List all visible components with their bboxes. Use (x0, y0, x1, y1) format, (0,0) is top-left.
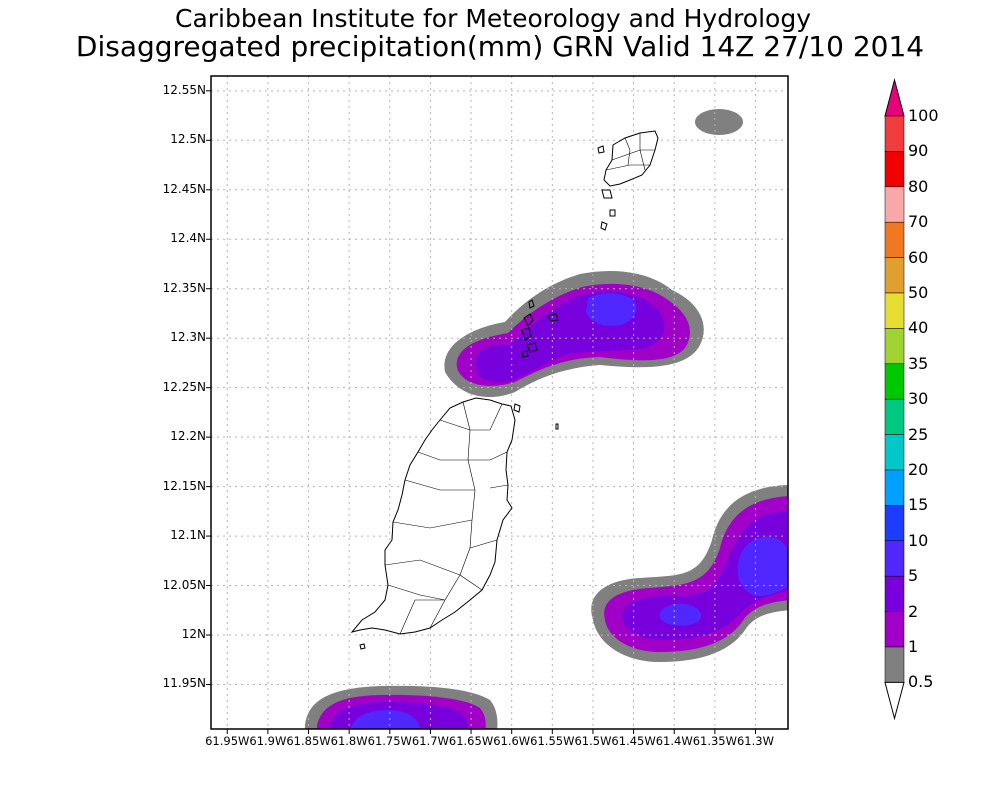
legend-color-swatch (884, 505, 905, 542)
lon-tick-label: 61.65W (448, 734, 494, 748)
precip-area-northeast (695, 109, 743, 135)
legend-level-label: 5 (908, 566, 919, 586)
map-subtitle: Disaggregated precipitation(mm) GRN Vali… (75, 30, 925, 63)
lat-tick-label: 12.15N (162, 478, 206, 493)
legend-color-swatch (884, 292, 905, 329)
legend-color-swatch (884, 363, 905, 400)
legend-level-label: 100 (908, 106, 939, 125)
legend-level-label: 60 (908, 247, 929, 267)
legend-color-swatch (884, 186, 905, 223)
legend-color-swatch (884, 434, 905, 471)
legend-level-label: 40 (908, 318, 929, 338)
legend-color-swatch (884, 611, 905, 648)
legend-color-swatch (884, 151, 905, 188)
legend-color-swatch (884, 328, 905, 365)
lon-tick-label: 61.9W (249, 734, 287, 748)
lat-tick-label: 12.35N (162, 280, 206, 295)
lat-tick-label: 12.05N (162, 577, 206, 592)
carriacou-islands (597, 130, 659, 231)
precip-area-south (305, 685, 498, 729)
precip-area-east-central (591, 485, 788, 662)
lat-tick-label: 12.55N (162, 82, 206, 97)
legend-color-swatch (884, 221, 905, 258)
map-frame (210, 75, 789, 730)
precip-area-north-central (444, 270, 704, 398)
legend-color-swatch (884, 398, 905, 435)
legend-level-label: 0.5 (908, 672, 934, 692)
legend-level-label: 20 (908, 460, 929, 479)
color-legend (884, 78, 905, 721)
legend-level-label: 1 (908, 637, 919, 656)
legend-level-label: 2 (908, 601, 919, 621)
lon-tick-label: 61.7W (411, 734, 449, 748)
lon-tick-label: 61.35W (692, 734, 737, 748)
lat-tick-label: 12.2N (170, 429, 206, 444)
map-grid (211, 76, 788, 729)
legend-level-label: 90 (908, 141, 929, 161)
legend-level-label: 35 (908, 353, 929, 373)
legend-color-swatch (884, 575, 905, 612)
carriacou-islets (521, 299, 559, 358)
axis-ticks (206, 90, 756, 734)
legend-level-label: 25 (908, 424, 929, 444)
lat-tick-label: 11.95N (162, 676, 206, 691)
legend-min-arrow (884, 681, 905, 721)
lat-tick-label: 12.3N (170, 330, 206, 345)
legend-level-label: 80 (908, 176, 929, 196)
legend-level-label: 30 (908, 389, 929, 409)
legend-level-label: 50 (908, 283, 929, 302)
precipitation-field (305, 109, 788, 729)
legend-max-arrow (884, 78, 905, 117)
lon-tick-label: 61.4W (655, 734, 693, 748)
legend-color-swatch (884, 540, 905, 577)
legend-color-swatch (884, 115, 905, 152)
lon-tick-label: 61.3W (736, 734, 774, 748)
grenada-main-island (350, 397, 516, 635)
lon-tick-label: 61.75W (367, 734, 412, 748)
lon-tick-label: 61.45W (611, 734, 656, 748)
legend-color-swatch (884, 646, 905, 683)
lat-tick-label: 12.1N (170, 528, 206, 543)
lon-tick-label: 61.6W (493, 734, 531, 748)
coastline-outlines (350, 130, 659, 650)
lon-tick-label: 61.95W (205, 734, 250, 748)
map-title: Caribbean Institute for Meteorology and … (175, 4, 811, 33)
legend-color-swatch (884, 257, 905, 294)
lon-tick-label: 61.5W (574, 734, 612, 748)
lon-tick-label: 61.55W (530, 734, 575, 748)
legend-level-label: 10 (908, 530, 929, 550)
lat-tick-label: 12N (181, 627, 206, 641)
lat-tick-label: 12.5N (170, 132, 206, 147)
legend-color-swatch (884, 469, 905, 506)
legend-level-label: 15 (908, 495, 929, 515)
lat-tick-label: 12.4N (170, 231, 206, 246)
legend-level-label: 70 (908, 212, 929, 232)
lat-tick-label: 12.25N (162, 379, 206, 394)
lon-tick-label: 61.8W (330, 734, 368, 748)
lat-tick-label: 12.45N (162, 181, 206, 196)
lon-tick-label: 61.85W (286, 734, 331, 748)
